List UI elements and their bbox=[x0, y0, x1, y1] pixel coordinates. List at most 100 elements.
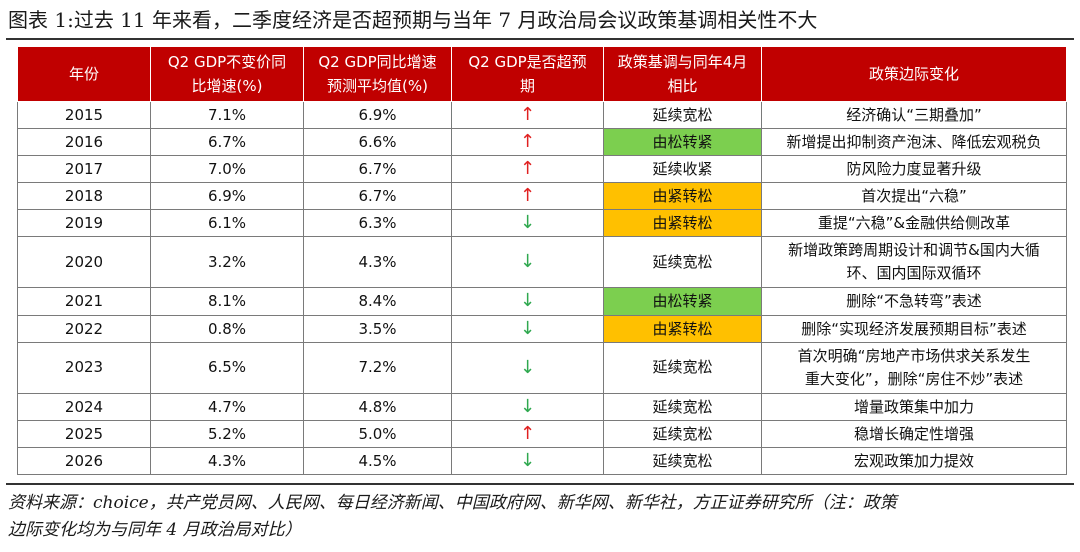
year-cell: 2015 bbox=[17, 100, 151, 130]
bottom-rule bbox=[6, 483, 1074, 485]
header-policy-tone: 政策基调与同年4月 相比 bbox=[603, 46, 762, 102]
policy-change-cell: 宏观政策加力提效 bbox=[761, 446, 1067, 476]
policy-change-cell: 首次明确“房地产市场供求关系发生 重大变化”，删除“房住不炒”表述 bbox=[761, 341, 1067, 394]
forecast-gdp-cell: 4.8% bbox=[303, 392, 452, 421]
beat-cell: ↑ bbox=[451, 182, 604, 211]
table-row: 2018 6.9% 6.7% ↑ 由紧转松 首次提出“六稳” bbox=[17, 182, 1067, 211]
actual-gdp-cell: 6.7% bbox=[150, 128, 304, 157]
year-cell: 2022 bbox=[17, 314, 151, 343]
beat-cell: ↑ bbox=[451, 155, 604, 184]
policy-tone-cell: 延续宽松 bbox=[603, 341, 762, 394]
year-cell: 2016 bbox=[17, 128, 151, 157]
year-cell: 2017 bbox=[17, 155, 151, 184]
beat-cell: ↑ bbox=[451, 100, 604, 130]
table-row: 2026 4.3% 4.5% ↓ 延续宽松 宏观政策加力提效 bbox=[17, 446, 1067, 476]
actual-gdp-cell: 6.5% bbox=[150, 341, 304, 394]
policy-change-cell: 删除“不急转弯”表述 bbox=[761, 287, 1067, 316]
arrow-up-icon: ↑ bbox=[519, 158, 536, 180]
beat-cell: ↓ bbox=[451, 209, 604, 238]
source-note: 资料来源：choice，共产党员网、人民网、每日经济新闻、中国政府网、新华网、新… bbox=[8, 493, 897, 540]
forecast-gdp-cell: 6.9% bbox=[303, 100, 452, 130]
header-forecast-gdp: Q2 GDP同比增速 预测平均值(%) bbox=[303, 46, 452, 102]
table-row: 2017 7.0% 6.7% ↑ 延续收紧 防风险力度显著升级 bbox=[17, 155, 1067, 184]
header-policy-change: 政策边际变化 bbox=[761, 46, 1067, 102]
table-row: 2015 7.1% 6.9% ↑ 延续宽松 经济确认“三期叠加” bbox=[17, 100, 1067, 130]
beat-cell: ↑ bbox=[451, 128, 604, 157]
beat-cell: ↓ bbox=[451, 446, 604, 476]
year-cell: 2024 bbox=[17, 392, 151, 421]
policy-change-cell: 重提“六稳”&金融供给侧改革 bbox=[761, 209, 1067, 238]
arrow-down-icon: ↓ bbox=[519, 317, 536, 339]
arrow-up-icon: ↑ bbox=[519, 104, 536, 126]
arrow-down-icon: ↓ bbox=[519, 449, 536, 471]
policy-tone-cell: 延续宽松 bbox=[603, 446, 762, 476]
arrow-up-icon: ↑ bbox=[519, 185, 536, 207]
forecast-gdp-cell: 5.0% bbox=[303, 419, 452, 448]
policy-change-cell: 增量政策集中加力 bbox=[761, 392, 1067, 421]
policy-table: 年份 Q2 GDP不变价同 比增速(%) Q2 GDP同比增速 预测平均值(%) Q… bbox=[17, 46, 1067, 476]
beat-cell: ↓ bbox=[451, 392, 604, 421]
forecast-gdp-cell: 7.2% bbox=[303, 341, 452, 394]
actual-gdp-cell: 0.8% bbox=[150, 314, 304, 343]
beat-cell: ↓ bbox=[451, 236, 604, 289]
policy-change-cell: 稳增长确定性增强 bbox=[761, 419, 1067, 448]
table-row: 2021 8.1% 8.4% ↓ 由松转紧 删除“不急转弯”表述 bbox=[17, 287, 1067, 316]
arrow-down-icon: ↓ bbox=[519, 251, 536, 273]
actual-gdp-cell: 8.1% bbox=[150, 287, 304, 316]
policy-tone-cell: 延续宽松 bbox=[603, 100, 762, 130]
forecast-gdp-cell: 6.3% bbox=[303, 209, 452, 238]
year-cell: 2020 bbox=[17, 236, 151, 289]
year-cell: 2023 bbox=[17, 341, 151, 394]
actual-gdp-cell: 4.7% bbox=[150, 392, 304, 421]
table-row: 2020 3.2% 4.3% ↓ 延续宽松 新增政策跨周期设计和调节&国内大循 环、国内国际… bbox=[17, 236, 1067, 289]
arrow-down-icon: ↓ bbox=[519, 395, 536, 417]
forecast-gdp-cell: 6.6% bbox=[303, 128, 452, 157]
policy-change-cell: 删除“实现经济发展预期目标”表述 bbox=[761, 314, 1067, 343]
arrow-up-icon: ↑ bbox=[519, 422, 536, 444]
table-row: 2019 6.1% 6.3% ↓ 由紧转松 重提“六稳”&金融供给侧改革 bbox=[17, 209, 1067, 238]
arrow-up-icon: ↑ bbox=[519, 131, 536, 153]
arrow-down-icon: ↓ bbox=[519, 356, 536, 378]
header-row: 年份 Q2 GDP不变价同 比增速(%) Q2 GDP同比增速 预测平均值(%) Q… bbox=[17, 46, 1067, 102]
table-row: 2025 5.2% 5.0% ↑ 延续宽松 稳增长确定性增强 bbox=[17, 419, 1067, 448]
header-actual-gdp: Q2 GDP不变价同 比增速(%) bbox=[150, 46, 304, 102]
year-cell: 2019 bbox=[17, 209, 151, 238]
actual-gdp-cell: 7.0% bbox=[150, 155, 304, 184]
actual-gdp-cell: 6.9% bbox=[150, 182, 304, 211]
actual-gdp-cell: 3.2% bbox=[150, 236, 304, 289]
year-cell: 2018 bbox=[17, 182, 151, 211]
actual-gdp-cell: 6.1% bbox=[150, 209, 304, 238]
year-cell: 2026 bbox=[17, 446, 151, 476]
beat-cell: ↓ bbox=[451, 287, 604, 316]
policy-change-cell: 新增政策跨周期设计和调节&国内大循 环、国内国际双循环 bbox=[761, 236, 1067, 289]
forecast-gdp-cell: 6.7% bbox=[303, 155, 452, 184]
table-row: 2016 6.7% 6.6% ↑ 由松转紧 新增提出抑制资产泡沫、降低宏观税负 bbox=[17, 128, 1067, 157]
policy-change-cell: 新增提出抑制资产泡沫、降低宏观税负 bbox=[761, 128, 1067, 157]
year-cell: 2021 bbox=[17, 287, 151, 316]
policy-tone-cell: 由紧转松 bbox=[603, 182, 762, 211]
table-row: 2022 0.8% 3.5% ↓ 由紧转松 删除“实现经济发展预期目标”表述 bbox=[17, 314, 1067, 343]
policy-tone-cell: 延续收紧 bbox=[603, 155, 762, 184]
policy-tone-cell: 由紧转松 bbox=[603, 209, 762, 238]
policy-change-cell: 经济确认“三期叠加” bbox=[761, 100, 1067, 130]
policy-tone-cell: 由紧转松 bbox=[603, 314, 762, 343]
arrow-down-icon: ↓ bbox=[519, 290, 536, 312]
policy-tone-cell: 延续宽松 bbox=[603, 236, 762, 289]
beat-cell: ↑ bbox=[451, 419, 604, 448]
top-rule bbox=[6, 38, 1074, 40]
arrow-down-icon: ↓ bbox=[519, 212, 536, 234]
forecast-gdp-cell: 4.3% bbox=[303, 236, 452, 289]
table-row: 2024 4.7% 4.8% ↓ 延续宽松 增量政策集中加力 bbox=[17, 392, 1067, 421]
header-year: 年份 bbox=[17, 46, 151, 102]
actual-gdp-cell: 5.2% bbox=[150, 419, 304, 448]
forecast-gdp-cell: 3.5% bbox=[303, 314, 452, 343]
policy-tone-cell: 由松转紧 bbox=[603, 128, 762, 157]
beat-cell: ↓ bbox=[451, 314, 604, 343]
policy-tone-cell: 由松转紧 bbox=[603, 287, 762, 316]
policy-tone-cell: 延续宽松 bbox=[603, 419, 762, 448]
table-row: 2023 6.5% 7.2% ↓ 延续宽松 首次明确“房地产市场供求关系发生 重大变化”，删… bbox=[17, 341, 1067, 394]
beat-cell: ↓ bbox=[451, 341, 604, 394]
forecast-gdp-cell: 8.4% bbox=[303, 287, 452, 316]
forecast-gdp-cell: 6.7% bbox=[303, 182, 452, 211]
actual-gdp-cell: 7.1% bbox=[150, 100, 304, 130]
